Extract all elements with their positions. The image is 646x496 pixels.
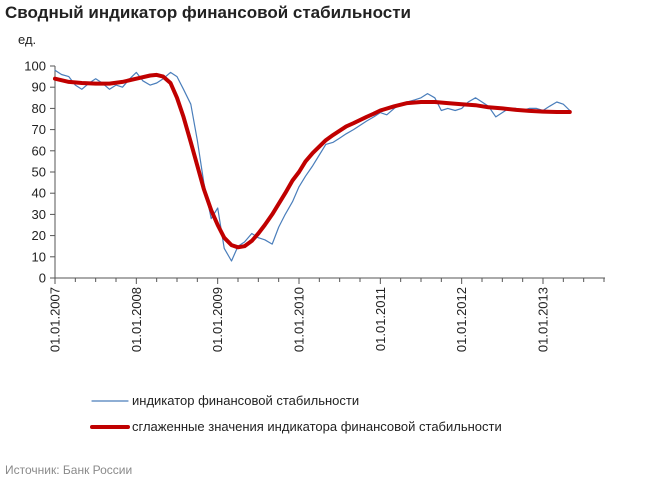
y-tick-label: 90 — [32, 80, 46, 95]
chart-legend: индикатор финансовой стабильности сглаже… — [90, 393, 502, 434]
y-tick-label: 80 — [32, 101, 46, 116]
x-tick-label: 01.01.2013 — [536, 287, 551, 352]
x-axis-ticks: 01.01.2007 01.01.2008 01.01.2009 01.01.2010… — [48, 278, 605, 352]
y-tick-label: 100 — [24, 59, 46, 74]
legend-label-raw: индикатор финансовой стабильности — [132, 393, 359, 408]
x-tick-label: 01.01.2011 — [373, 287, 388, 351]
chart-axes — [54, 66, 605, 279]
y-tick-label: 40 — [32, 186, 46, 201]
y-tick-label: 30 — [32, 207, 46, 222]
x-tick-label: 01.01.2007 — [48, 287, 63, 352]
y-axis-unit-label: ед. — [18, 32, 36, 47]
legend-item-smoothed: сглаженные значения индикатора финансово… — [90, 419, 502, 434]
y-tick-label: 0 — [39, 271, 46, 286]
x-tick-label: 01.01.2008 — [129, 287, 144, 352]
y-tick-label: 20 — [32, 228, 46, 243]
series-layer — [53, 69, 572, 262]
legend-item-raw: индикатор финансовой стабильности — [91, 393, 359, 408]
series-line-smoothed — [53, 72, 572, 250]
x-tick-label: 01.01.2010 — [292, 287, 307, 352]
x-tick-label: 01.01.2009 — [210, 287, 225, 352]
x-tick-label: 01.01.2012 — [454, 287, 469, 352]
chart-title: Сводный индикатор финансовой стабильност… — [5, 3, 411, 22]
series-line-raw — [54, 69, 571, 262]
source-note: Источник: Банк России — [5, 463, 133, 477]
y-tick-label: 50 — [32, 165, 46, 180]
y-tick-label: 60 — [32, 143, 46, 158]
y-tick-label: 10 — [32, 249, 46, 264]
legend-label-smoothed: сглаженные значения индикатора финансово… — [132, 419, 502, 434]
y-tick-label: 70 — [32, 122, 46, 137]
y-axis-ticks: 0 10 20 30 40 50 60 70 80 90 100 — [24, 59, 55, 286]
